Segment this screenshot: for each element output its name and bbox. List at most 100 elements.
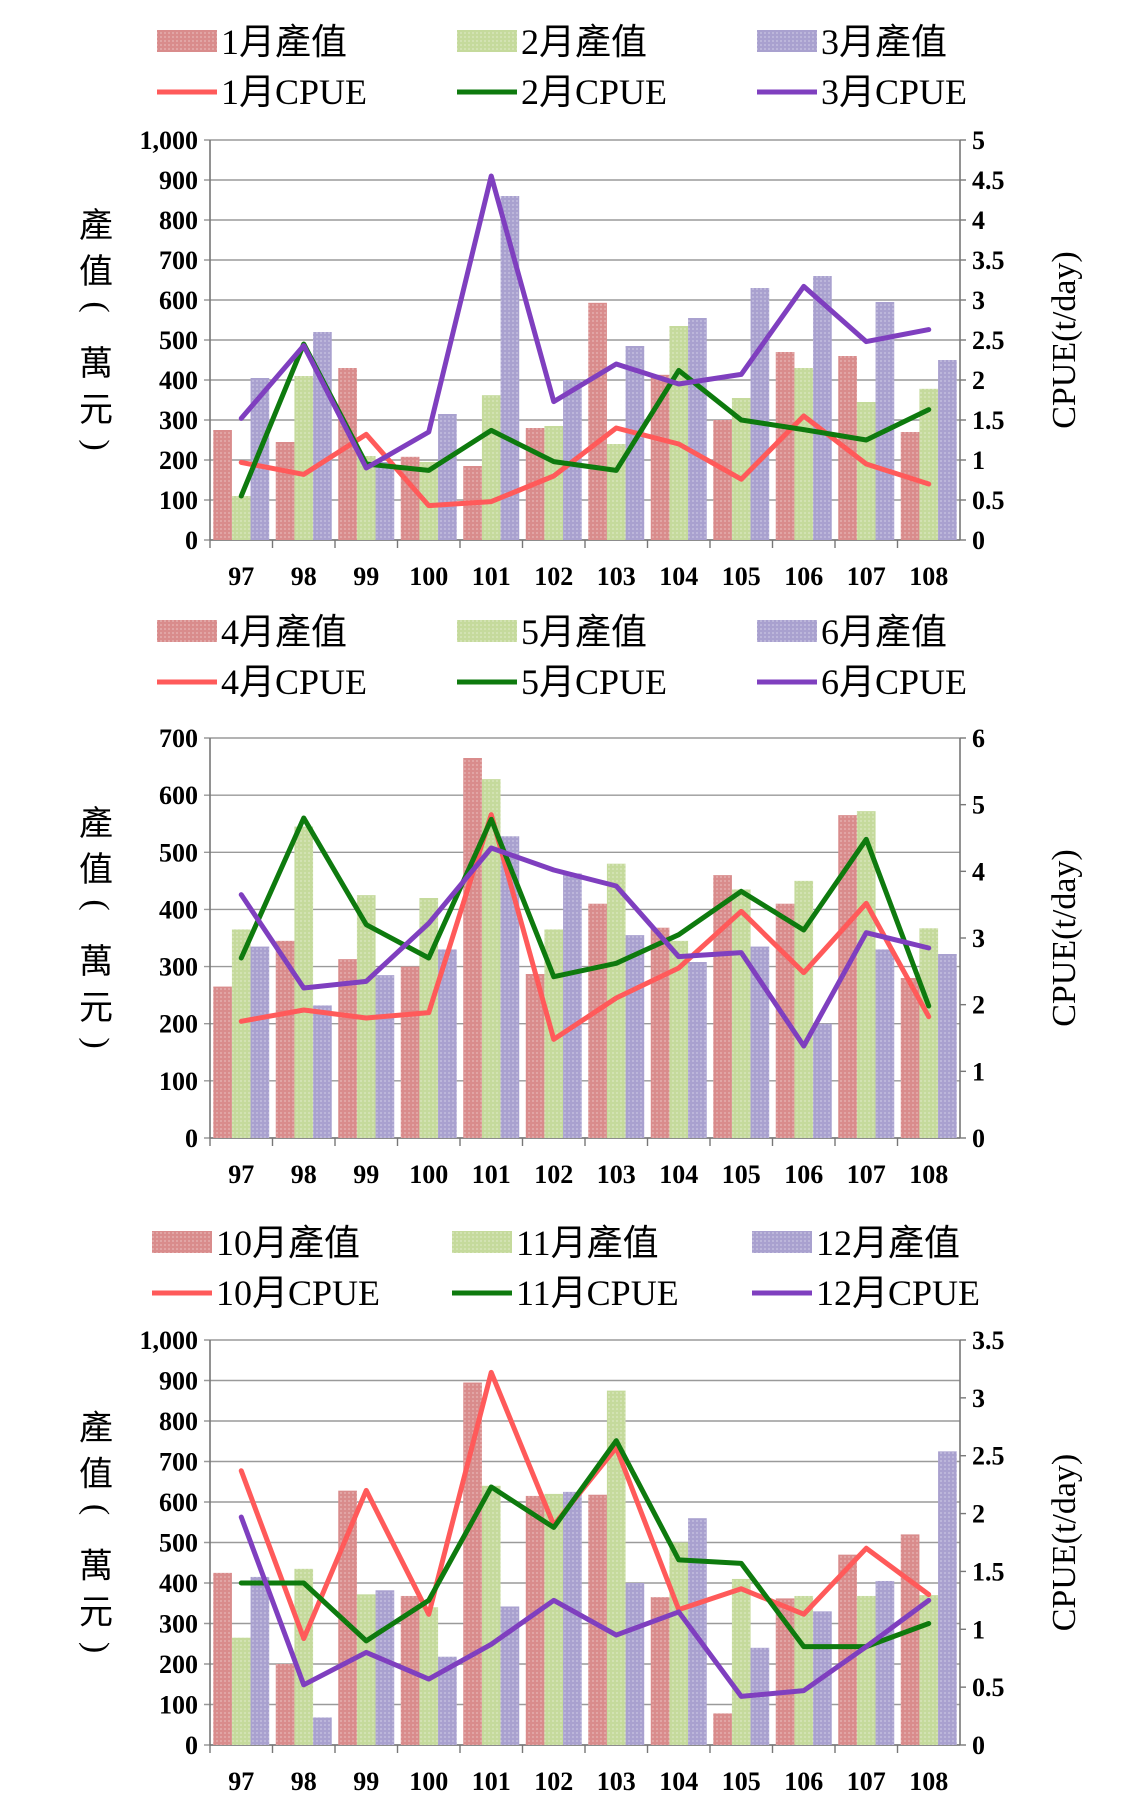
legend-label: 4月CPUE: [221, 662, 367, 702]
y2-tick-label: 1: [972, 1615, 985, 1644]
y-tick-label: 200: [159, 1650, 198, 1679]
y2-tick-label: 3: [972, 924, 985, 953]
y-tick-label: 700: [159, 246, 198, 275]
bar: [588, 903, 607, 1138]
y-tick-label: 400: [159, 1569, 198, 1598]
y-tick-label: 800: [159, 206, 198, 235]
legend-label: 5月CPUE: [521, 662, 667, 702]
bar: [588, 1494, 607, 1745]
series-line: [238, 845, 932, 1049]
y-tick-label: 500: [159, 326, 198, 355]
y-axis-title-char: ): [78, 1642, 115, 1653]
y2-tick-label: 2: [972, 991, 985, 1020]
bar: [938, 954, 957, 1138]
bar: [356, 1594, 376, 1745]
y-tick-label: 500: [159, 838, 198, 867]
bar: [525, 1495, 545, 1745]
y-axis-title-char: 萬: [79, 345, 113, 383]
series-line: [238, 1438, 932, 1650]
bar: [669, 940, 689, 1138]
bar: [588, 302, 607, 540]
bar: [713, 420, 732, 540]
x-tick-label: 108: [909, 1160, 948, 1189]
bar: [731, 398, 751, 540]
y-tick-label: 800: [159, 1407, 198, 1436]
y2-tick-label: 4.5: [972, 166, 1005, 195]
legend-label: 3月產值: [821, 22, 947, 62]
bar: [250, 378, 270, 540]
x-tick-label: 107: [847, 562, 886, 591]
axes: 0 100 200 300 400 500 600 700 800 900 1,000 0 0.5 1 1.…: [140, 1326, 1005, 1796]
legend-label: 10月產值: [216, 1223, 360, 1263]
series-line: [238, 812, 932, 1042]
y2-tick-label: 0: [972, 526, 985, 555]
bar: [375, 1590, 395, 1745]
y-tick-label: 100: [159, 486, 198, 515]
y-axis-title-char: 元: [79, 1595, 113, 1632]
bar: [900, 432, 920, 540]
bar: [838, 1554, 857, 1745]
bar: [213, 1572, 232, 1745]
bar: [231, 496, 251, 540]
bar: [419, 462, 439, 540]
y-axis-title-char: 萬: [79, 943, 113, 981]
lines: [238, 1369, 932, 1699]
bar: [794, 880, 814, 1138]
bar: [338, 368, 357, 540]
y-tick-label: 0: [185, 1124, 198, 1153]
x-tick-label: 99: [353, 1767, 379, 1796]
x-tick-label: 107: [847, 1160, 886, 1189]
y2-tick-label: 2.5: [972, 326, 1005, 355]
bar: [563, 1491, 582, 1745]
bar: [481, 395, 501, 540]
x-tick-label: 105: [722, 562, 761, 591]
bar: [713, 1713, 732, 1745]
y-tick-label: 900: [159, 166, 198, 195]
bar: [275, 940, 295, 1138]
x-tick-label: 103: [597, 1160, 636, 1189]
bar: [875, 302, 895, 540]
bar: [438, 1656, 457, 1745]
bar: [938, 1451, 957, 1745]
bar: [563, 873, 582, 1138]
y-axis-title-char: 產: [79, 805, 113, 843]
y2-tick-label: 4: [972, 857, 985, 886]
series-line: [238, 815, 932, 1009]
legend-label: 12月產值: [816, 1223, 960, 1263]
y-tick-label: 600: [159, 1488, 198, 1517]
bar: [294, 826, 314, 1138]
y2-tick-label: 2.5: [972, 1442, 1005, 1471]
bar: [669, 1542, 689, 1745]
y-axis-title-char: 產: [79, 1410, 113, 1448]
bar: [688, 318, 707, 540]
bar: [375, 462, 395, 540]
y2-tick-label: 1.5: [972, 406, 1005, 435]
x-tick-label: 103: [597, 562, 636, 591]
legend-label: 1月CPUE: [221, 72, 367, 112]
bar: [500, 1606, 520, 1745]
x-tick-label: 102: [534, 1160, 573, 1189]
bar: [481, 1485, 501, 1745]
bar: [525, 974, 545, 1138]
y-tick-label: 300: [159, 1610, 198, 1639]
legend-label: 11月產值: [516, 1223, 659, 1263]
bar: [231, 1637, 251, 1745]
y-tick-label: 200: [159, 1010, 198, 1039]
y-axis-title-char: 產: [79, 207, 113, 245]
x-tick-label: 104: [659, 1767, 698, 1796]
legend-swatch: [157, 620, 217, 642]
bar: [875, 949, 895, 1138]
y-tick-label: 1,000: [140, 1326, 199, 1355]
y2-axis-title: CPUE(t/day): [1046, 251, 1083, 429]
y-tick-label: 100: [159, 1067, 198, 1096]
x-tick-label: 100: [409, 562, 448, 591]
y2-tick-label: 0: [972, 1124, 985, 1153]
y2-tick-label: 0.5: [972, 1673, 1005, 1702]
bar: [313, 1005, 332, 1138]
legend: 10月產值 11月產值 12月產值 10月CPUE 11月CPUE 12月CPUE: [152, 1223, 980, 1313]
bar: [900, 978, 920, 1138]
bar: [313, 1717, 332, 1745]
bars: [213, 196, 957, 540]
y-tick-label: 700: [159, 724, 198, 753]
